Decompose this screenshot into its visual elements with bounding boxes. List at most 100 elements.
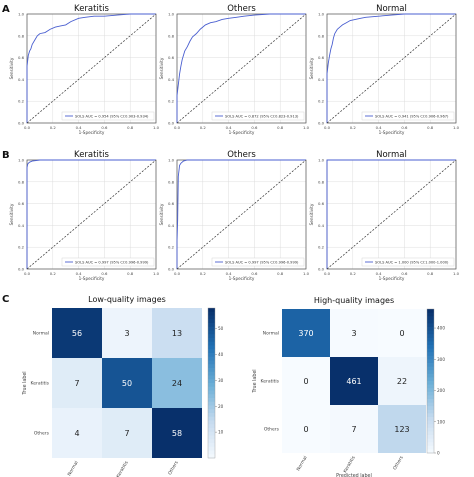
x-tick-label: 0.4 bbox=[226, 125, 233, 130]
colorbar-segment bbox=[427, 381, 434, 386]
cell-value-label: 123 bbox=[394, 425, 409, 434]
colorbar-tick-label: 20 bbox=[218, 404, 224, 409]
colorbar-segment bbox=[208, 356, 215, 361]
x-category-label: Normal bbox=[295, 455, 308, 472]
colorbar-segment bbox=[427, 373, 434, 378]
colorbar-tick-label: 100 bbox=[437, 419, 445, 424]
colorbar-segment bbox=[208, 443, 215, 448]
cell-value-label: 13 bbox=[172, 329, 182, 338]
heatmap-cell bbox=[52, 408, 102, 458]
y-tick-label: 1.0 bbox=[168, 12, 175, 17]
heatmap-cell bbox=[52, 308, 102, 358]
cell-value-label: 370 bbox=[298, 329, 313, 338]
colorbar-tick-label: 300 bbox=[437, 357, 445, 362]
colorbar-tick-label: 50 bbox=[218, 326, 224, 331]
x-category-label: Others bbox=[167, 459, 180, 476]
y-tick-label: 0.2 bbox=[18, 245, 25, 250]
x-tick-label: 0.0 bbox=[174, 125, 181, 130]
colorbar-segment bbox=[427, 442, 434, 447]
cell-value-label: 7 bbox=[124, 429, 129, 438]
chance-diagonal-line bbox=[326, 13, 457, 124]
y-tick-label: 0.0 bbox=[168, 267, 175, 272]
y-tick-label: 0.8 bbox=[318, 33, 325, 38]
y-tick-label: 0.2 bbox=[318, 245, 325, 250]
colorbar-segment bbox=[427, 316, 434, 321]
cell-value-label: 0 bbox=[399, 329, 404, 338]
x-tick-label: 0.2 bbox=[350, 125, 357, 130]
colorbar-segment bbox=[427, 420, 434, 425]
heatmap-cell bbox=[102, 308, 152, 358]
x-tick-label: 0.2 bbox=[350, 271, 357, 276]
colorbar-segment bbox=[208, 334, 215, 339]
chart-title: Low-quality images bbox=[88, 295, 166, 304]
colorbar-tick-label: 400 bbox=[437, 326, 445, 331]
colorbar-segment bbox=[208, 435, 215, 440]
cell-value-label: 7 bbox=[351, 425, 356, 434]
y-tick-label: 0.4 bbox=[18, 223, 25, 228]
colorbar-segment bbox=[427, 327, 434, 332]
y-tick-label: 0.6 bbox=[18, 201, 25, 206]
colorbar-segment bbox=[208, 345, 215, 350]
y-category-label: Normal bbox=[263, 331, 279, 337]
heatmap-cell bbox=[378, 309, 426, 357]
colorbar-segment bbox=[208, 454, 215, 459]
x-tick-label: 0.0 bbox=[24, 271, 31, 276]
y-tick-label: 0.4 bbox=[18, 77, 25, 82]
x-category-label: Keratitis bbox=[342, 454, 357, 474]
colorbar-segment bbox=[427, 391, 434, 396]
roc-curve-line bbox=[326, 159, 456, 269]
y-axis-label: Sensitivity bbox=[159, 57, 164, 79]
colorbar-segment bbox=[427, 413, 434, 418]
colorbar-segment bbox=[427, 449, 434, 454]
colorbar-segment bbox=[427, 355, 434, 360]
x-tick-label: 0.2 bbox=[200, 271, 207, 276]
y-category-label: Others bbox=[34, 431, 50, 437]
cell-value-label: 50 bbox=[122, 379, 132, 388]
cell-value-label: 0 bbox=[303, 425, 308, 434]
roc-curve-line bbox=[26, 159, 156, 269]
roc-chart-1: Others 0.0 0.2 0.4 0.6 0.8 1.0 0.0 0.2 0.4 0.6 0.8 1… bbox=[159, 4, 310, 135]
x-tick-label: 0.0 bbox=[24, 125, 31, 130]
y-tick-label: 0.2 bbox=[318, 99, 325, 104]
y-tick-label: 0.4 bbox=[318, 223, 325, 228]
y-tick-label: 0.8 bbox=[318, 179, 325, 184]
x-tick-label: 0.6 bbox=[101, 125, 108, 130]
heatmap-cell bbox=[282, 309, 330, 357]
x-tick-label: 0.4 bbox=[76, 271, 83, 276]
colorbar-tick-label: 200 bbox=[437, 388, 445, 393]
legend-entry: SOLS AUC = 0.997 (95% CI:0.996-0.999) bbox=[225, 260, 299, 264]
x-category-label: Others bbox=[392, 454, 405, 471]
colorbar-segment bbox=[427, 341, 434, 346]
roc-chart-5: Normal 0.0 0.2 0.4 0.6 0.8 1.0 0.0 0.2 0.4 0.6 0.8 1… bbox=[309, 150, 460, 281]
colorbar-segment bbox=[208, 308, 215, 313]
y-category-label: Keratitis bbox=[31, 381, 50, 387]
x-tick-label: 1.0 bbox=[453, 125, 460, 130]
confusion-matrix-0: Low-quality images 56 3 13 7 50 24 4 7 58 Normal Ke… bbox=[22, 295, 224, 477]
y-axis-label: Sensitivity bbox=[9, 57, 14, 79]
heatmap-cell bbox=[330, 405, 378, 453]
y-tick-label: 0.8 bbox=[18, 33, 25, 38]
colorbar-segment bbox=[427, 395, 434, 400]
heatmap-cell bbox=[282, 405, 330, 453]
x-tick-label: 0.8 bbox=[277, 125, 284, 130]
legend-entry: SOLS AUC = 0.954 (95% CI:0.903-0.934) bbox=[75, 114, 149, 118]
colorbar-tick-label: 40 bbox=[218, 352, 224, 357]
heatmap-cell bbox=[152, 408, 202, 458]
colorbar-segment bbox=[208, 371, 215, 376]
roc-chart-3: Keratitis 0.0 0.2 0.4 0.6 0.8 1.0 0.0 0.2 0.4 0.6 0… bbox=[9, 150, 160, 281]
colorbar-segment bbox=[208, 450, 215, 455]
y-tick-label: 0.6 bbox=[18, 55, 25, 60]
colorbar-segment bbox=[427, 334, 434, 339]
colorbar-segment bbox=[208, 409, 215, 414]
y-tick-label: 0.0 bbox=[318, 267, 325, 272]
roc-curve-line bbox=[26, 13, 156, 123]
colorbar-segment bbox=[208, 428, 215, 433]
colorbar-segment bbox=[208, 360, 215, 365]
y-tick-label: 0.2 bbox=[168, 99, 175, 104]
chart-title: Others bbox=[227, 150, 256, 160]
heatmap-cell bbox=[102, 358, 152, 408]
x-tick-label: 0.4 bbox=[376, 271, 383, 276]
colorbar-segment bbox=[208, 386, 215, 391]
x-tick-label: 0.6 bbox=[101, 271, 108, 276]
x-axis-label: 1-Specificity bbox=[379, 276, 405, 281]
